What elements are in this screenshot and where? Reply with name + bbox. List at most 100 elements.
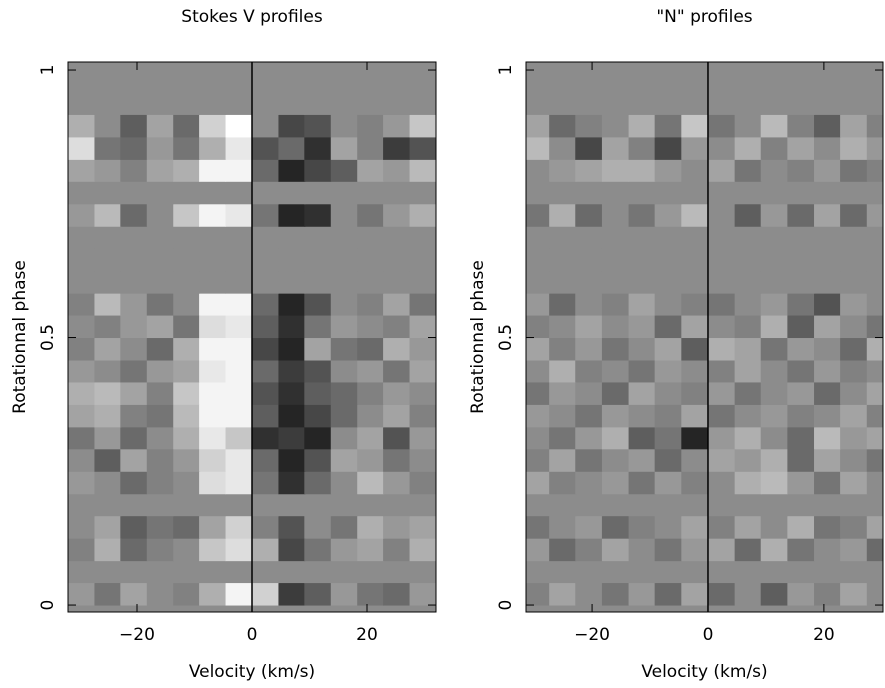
heatmap-cell	[199, 114, 227, 138]
heatmap-cell	[840, 315, 868, 339]
heatmap-cell	[549, 515, 577, 539]
heatmap-cell	[120, 292, 148, 316]
heatmap-cell	[707, 471, 736, 495]
heatmap-cell	[549, 270, 577, 294]
heatmap-cell	[734, 538, 762, 562]
x-tick-label: 0	[247, 625, 258, 645]
heatmap-cell	[409, 114, 436, 138]
heatmap-cell	[68, 337, 95, 361]
heatmap-cell	[146, 337, 174, 361]
heatmap-cell	[304, 359, 332, 383]
heatmap-cell	[383, 448, 411, 472]
heatmap-cell	[68, 538, 95, 562]
heatmap-cell	[252, 70, 279, 93]
heatmap-cell	[575, 70, 603, 93]
heatmap-cell	[866, 560, 883, 584]
heatmap-cell	[549, 426, 577, 450]
heatmap-cell	[173, 292, 201, 316]
heatmap-cell	[94, 359, 122, 383]
heatmap-cell	[814, 181, 842, 205]
heatmap-cell	[654, 248, 682, 272]
heatmap-cell	[628, 359, 656, 383]
heatmap-cell	[840, 114, 868, 138]
heatmap-cell	[68, 426, 95, 450]
heatmap-cell	[601, 515, 630, 539]
heatmap-cell	[330, 91, 358, 115]
y-tick-label: 0	[38, 600, 58, 611]
heatmap-cell	[526, 404, 550, 428]
heatmap-cell	[760, 448, 788, 472]
heatmap-cell	[787, 158, 815, 182]
heatmap-cell	[357, 448, 385, 472]
heatmap-cell	[304, 315, 332, 339]
heatmap-cell	[814, 381, 842, 405]
heatmap-cell	[278, 91, 306, 115]
heatmap-cell	[68, 203, 95, 227]
heatmap-cell	[94, 426, 122, 450]
heatmap-cell	[866, 493, 883, 517]
heatmap-cell	[120, 493, 148, 517]
heatmap-cell	[252, 248, 279, 272]
heatmap-cell	[814, 404, 842, 428]
heatmap-cell	[814, 203, 842, 227]
heatmap-cell	[94, 582, 122, 606]
heatmap-cell	[304, 225, 332, 249]
heatmap-cell	[173, 471, 201, 495]
heatmap-cell	[681, 114, 709, 138]
heatmap-cell	[68, 582, 95, 606]
heatmap-cell	[278, 515, 306, 539]
heatmap-cell	[707, 181, 736, 205]
x-axis-label: Velocity (km/s)	[189, 662, 315, 682]
heatmap-cell	[330, 70, 358, 93]
heatmap-cell	[601, 381, 630, 405]
heatmap-cell	[549, 136, 577, 160]
heatmap-cell	[304, 381, 332, 405]
heatmap-cell	[409, 404, 436, 428]
heatmap-cell	[526, 158, 550, 182]
heatmap-cell	[409, 225, 436, 249]
heatmap-cell	[628, 181, 656, 205]
heatmap-cell	[734, 292, 762, 316]
heatmap-cell	[225, 448, 253, 472]
heatmap-cell	[330, 225, 358, 249]
heatmap-cell	[526, 292, 550, 316]
heatmap-cell	[357, 582, 385, 606]
heatmap-cell	[304, 136, 332, 160]
heatmap-cell	[840, 404, 868, 428]
heatmap-cell	[526, 560, 550, 584]
heatmap-cell	[199, 225, 227, 249]
heatmap-cell	[146, 270, 174, 294]
heatmap-cell	[575, 181, 603, 205]
heatmap-cell	[681, 359, 709, 383]
heatmap-cell	[787, 91, 815, 115]
heatmap-cell	[409, 448, 436, 472]
heatmap-cell	[173, 248, 201, 272]
heatmap-cell	[330, 560, 358, 584]
heatmap-cell	[409, 203, 436, 227]
heatmap-cell	[734, 359, 762, 383]
heatmap-cell	[278, 136, 306, 160]
heatmap-cell	[304, 448, 332, 472]
heatmap-cell	[120, 315, 148, 339]
heatmap-cell	[628, 493, 656, 517]
heatmap-cell	[707, 582, 736, 606]
heatmap-cell	[866, 404, 883, 428]
heatmap-cell	[383, 493, 411, 517]
heatmap-cell	[278, 404, 306, 428]
heatmap-cell	[787, 270, 815, 294]
heatmap-cell	[734, 426, 762, 450]
heatmap-cell	[526, 203, 550, 227]
heatmap-cell	[409, 315, 436, 339]
heatmap-cell	[146, 225, 174, 249]
heatmap-cell	[383, 515, 411, 539]
heatmap-cell	[199, 404, 227, 428]
heatmap-cell	[654, 136, 682, 160]
heatmap-cell	[760, 70, 788, 93]
heatmap-cell	[787, 181, 815, 205]
heatmap-cell	[654, 203, 682, 227]
heatmap-cell	[383, 203, 411, 227]
heatmap-cell	[94, 91, 122, 115]
heatmap-cell	[225, 560, 253, 584]
heatmap-cell	[120, 225, 148, 249]
